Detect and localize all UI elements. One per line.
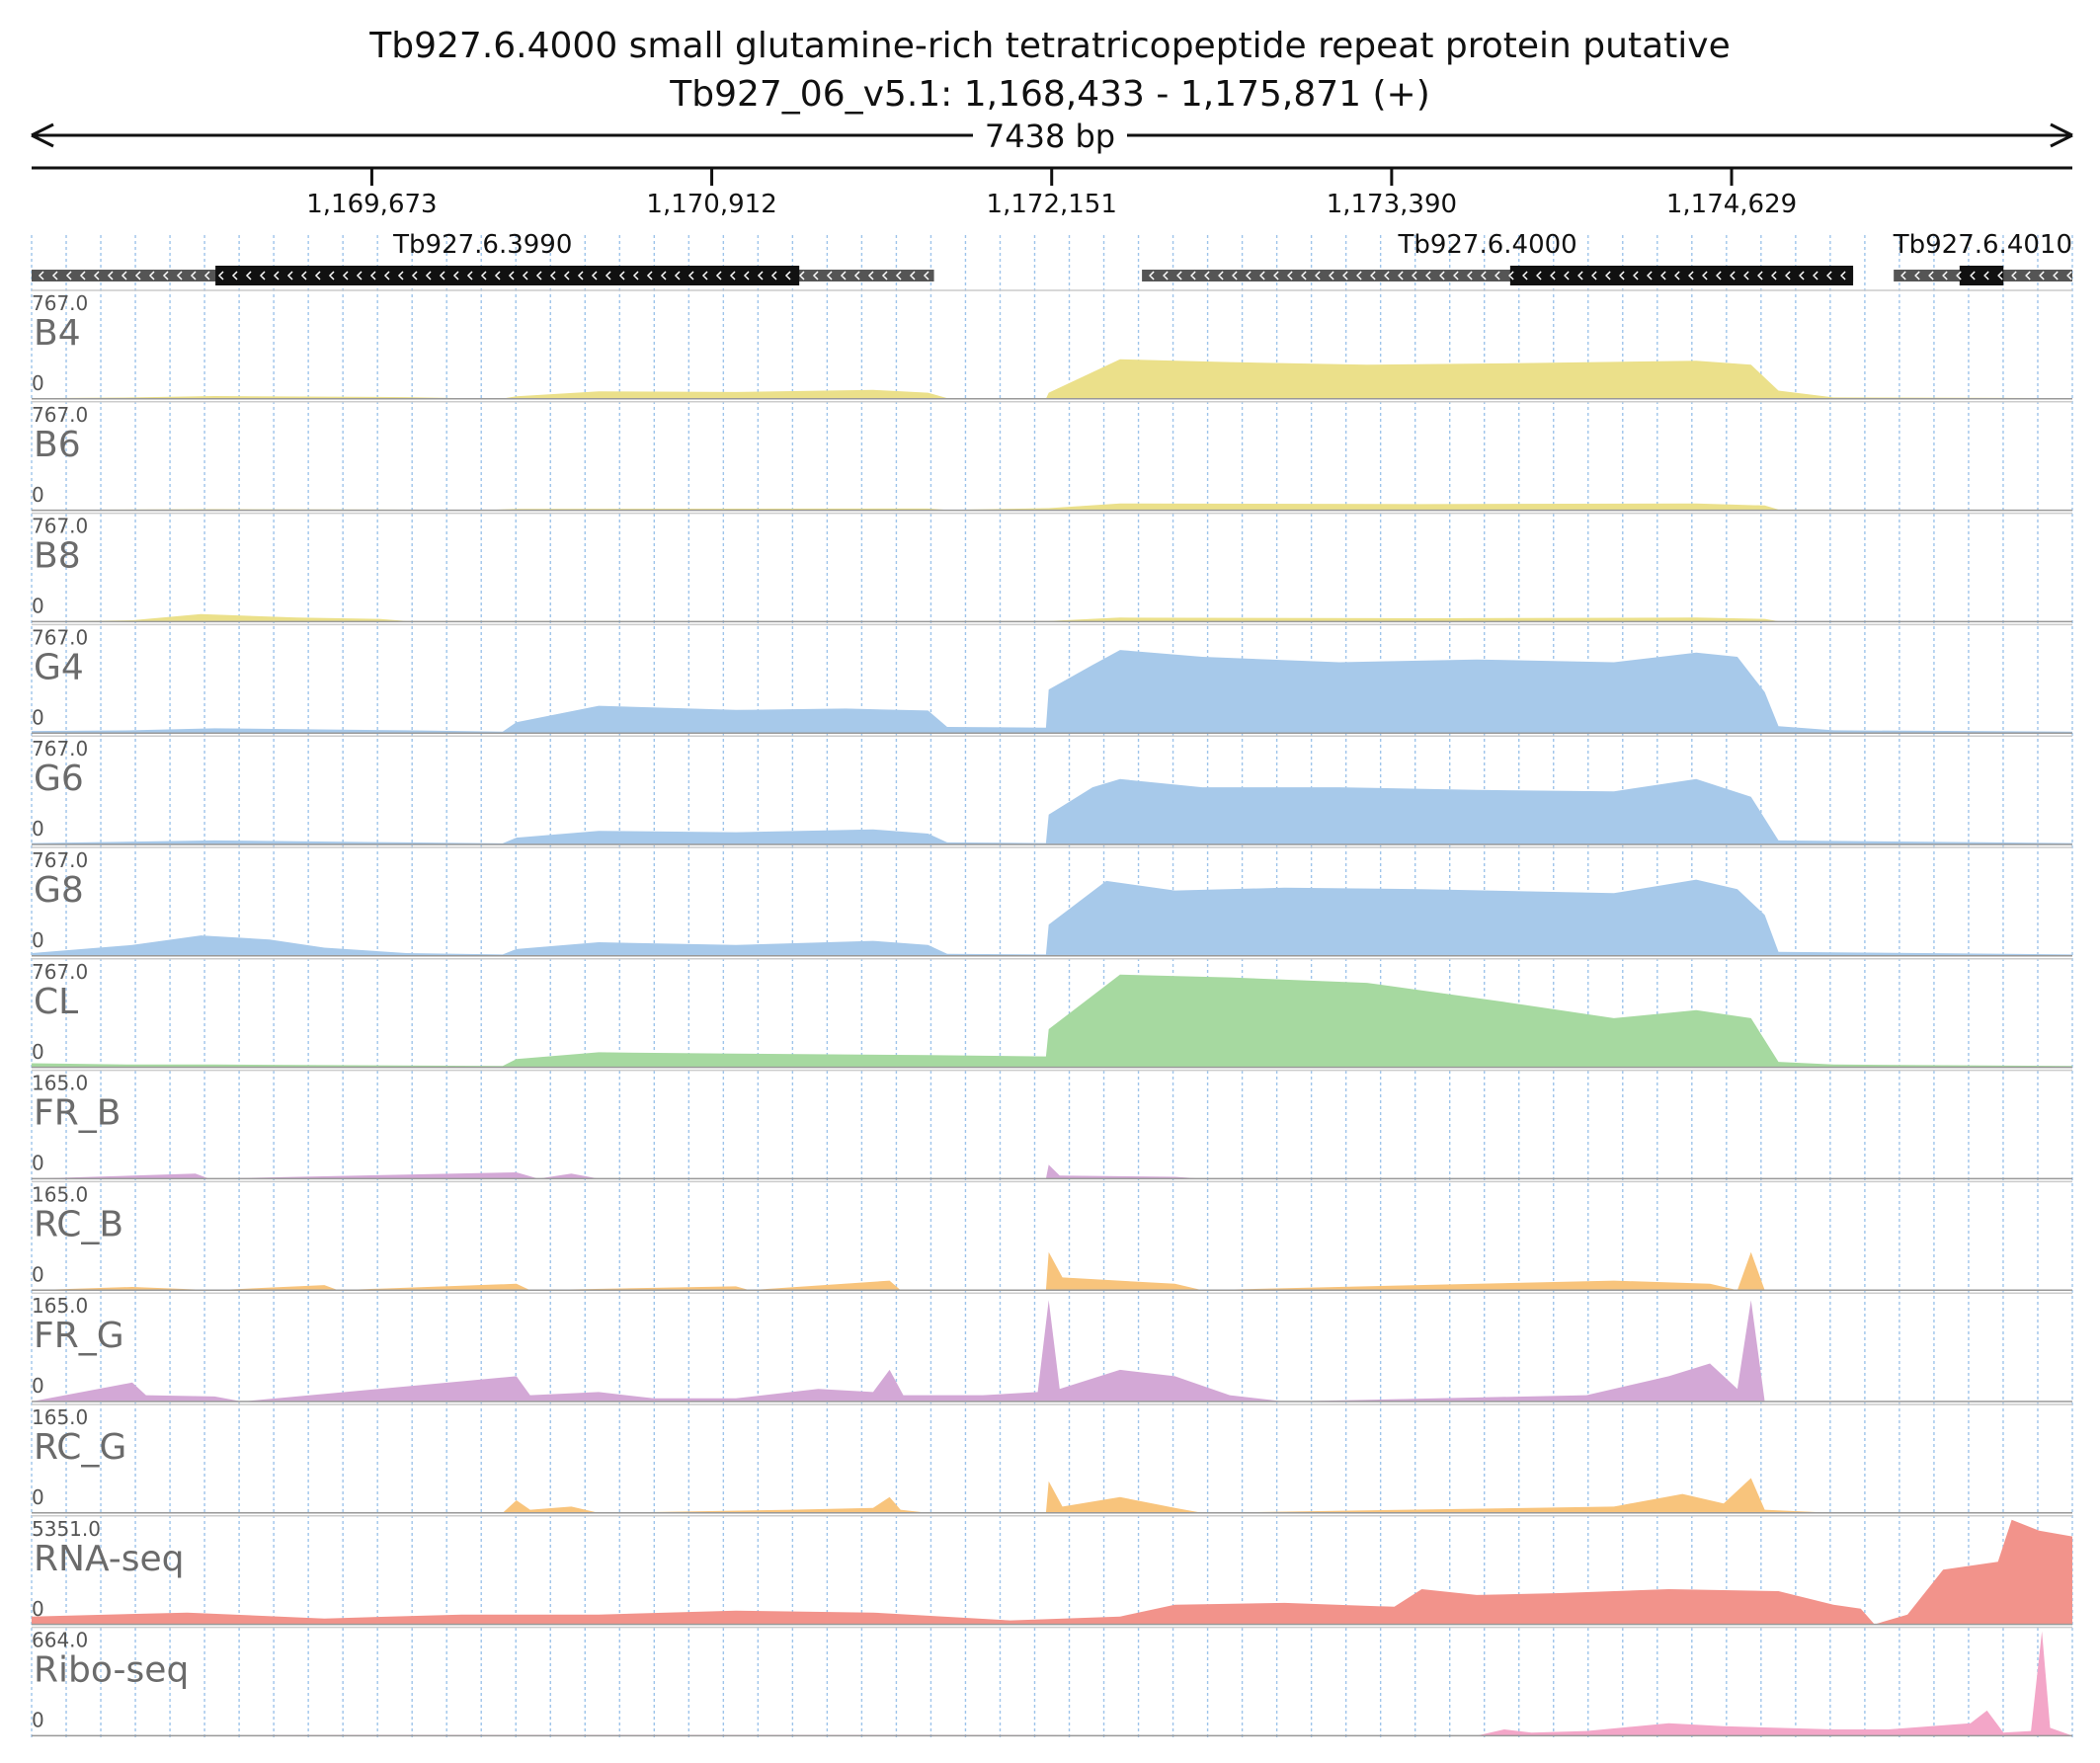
track-rc-g: 165.0RC_G 0 [32, 1403, 2072, 1514]
track-max-label: 165.0 [32, 1294, 88, 1318]
track-cl: 767.0CL 0 [32, 958, 2072, 1069]
track-fr-g: 165.0FR_G 0 [32, 1292, 2072, 1402]
track-b6: 767.0B6 0 [32, 401, 2072, 512]
track-zero-label: 0 [32, 817, 44, 841]
gene-name: Tb927.6.3990 [392, 230, 572, 260]
track-name: G6 [34, 759, 84, 799]
strand-chevron-icon [1900, 271, 2072, 280]
track-g4: 767.0G4 0 [32, 623, 2072, 734]
track-signal-area [32, 778, 2072, 844]
track-zero-label: 0 [32, 1262, 44, 1286]
track-max-label: 767.0 [32, 960, 88, 984]
track-signal-area [32, 1478, 2072, 1513]
track-b8: 767.0B8 0 [32, 512, 2072, 623]
track-max-label: 767.0 [32, 515, 88, 538]
track-zero-label: 0 [32, 1709, 44, 1732]
signal-tracks: 767.0B40767.0B60767.0B80767.0G40767.0G60… [32, 289, 2072, 1737]
span-arrow-right-icon [2050, 122, 2073, 148]
gene-feature[interactable]: Tb927.6.4010 [1893, 230, 2072, 285]
gene-cds [1959, 266, 2004, 285]
track-zero-label: 0 [32, 595, 44, 618]
track-signal-area [32, 1164, 2072, 1179]
track-signal-area [32, 613, 2072, 622]
track-signal-area [32, 650, 2072, 734]
span-ruler: 7438 bp [31, 118, 2073, 155]
track-name: FR_B [34, 1093, 121, 1134]
track-max-label: 767.0 [32, 848, 88, 872]
track-name: RC_G [34, 1427, 126, 1468]
gene-cds [1509, 266, 1854, 285]
track-name: FR_G [34, 1316, 124, 1356]
gene-name: Tb927.6.4010 [1893, 230, 2072, 260]
track-zero-label: 0 [32, 1485, 44, 1509]
track-zero-label: 0 [32, 928, 44, 952]
track-name: RNA-seq [34, 1539, 185, 1579]
track-zero-label: 0 [32, 1040, 44, 1064]
track-max-label: 165.0 [32, 1072, 88, 1095]
track-max-label: 664.0 [32, 1629, 88, 1652]
axis-tick-label: 1,170,912 [646, 190, 776, 219]
axis-tick-label: 1,169,673 [306, 190, 437, 219]
track-name: CL [34, 982, 78, 1022]
strand-chevron-icon [1149, 271, 1846, 280]
track-signal-area [32, 359, 2072, 399]
track-max-label: 165.0 [32, 1405, 88, 1429]
span-arrow-left-icon [31, 122, 54, 148]
track-zero-label: 0 [32, 1374, 44, 1398]
track-name: B6 [34, 425, 81, 465]
track-signal-area [32, 1251, 2072, 1291]
track-signal-area [32, 503, 2072, 511]
track-zero-label: 0 [32, 1597, 44, 1621]
track-zero-label: 0 [32, 371, 44, 395]
locus-title: Tb927_06_v5.1: 1,168,433 - 1,175,871 (+) [669, 74, 1430, 115]
track-b4: 767.0B4 0 [32, 289, 2072, 400]
span-label: 7438 bp [985, 118, 1115, 155]
axis-tick-label: 1,174,629 [1666, 190, 1797, 219]
track-g8: 767.0G8 0 [32, 846, 2072, 957]
track-signal-area [32, 1631, 2072, 1736]
track-name: G4 [34, 647, 84, 687]
track-max-label: 767.0 [32, 403, 88, 427]
track-g6: 767.0G6 0 [32, 735, 2072, 845]
track-fr-b: 165.0FR_B 0 [32, 1069, 2072, 1180]
coordinate-axis: 1,169,673 1,170,912 1,172,151 1,173,390 1,17… [32, 166, 2072, 219]
track-max-label: 5351.0 [32, 1517, 101, 1541]
gene-title: Tb927.6.4000 small glutamine-rich tetrat… [368, 26, 1730, 66]
track-zero-label: 0 [32, 705, 44, 729]
track-name: G8 [34, 870, 84, 911]
track-name: Ribo-seq [34, 1650, 189, 1691]
track-signal-area [32, 1519, 2072, 1625]
axis-tick-label: 1,173,390 [1327, 190, 1457, 219]
track-name: RC_B [34, 1204, 123, 1244]
track-name: B4 [34, 313, 81, 354]
track-max-label: 767.0 [32, 737, 88, 761]
gene-cds [215, 266, 800, 285]
track-max-label: 767.0 [32, 625, 88, 649]
track-signal-area [32, 1300, 2072, 1402]
grid-lines [31, 235, 2073, 1740]
track-max-label: 767.0 [32, 291, 88, 315]
gene-feature[interactable]: Tb927.6.4000 [1142, 230, 1854, 285]
strand-chevron-icon [38, 271, 929, 280]
gene-feature[interactable]: Tb927.6.3990 [32, 230, 934, 285]
track-name: B8 [34, 536, 81, 577]
track-max-label: 165.0 [32, 1182, 88, 1206]
track-rc-b: 165.0RC_B 0 [32, 1180, 2072, 1291]
track-zero-label: 0 [32, 1152, 44, 1175]
gene-annotation-track: Tb927.6.3990 Tb927.6.4000 Tb927.6.4010 [32, 230, 2072, 285]
track-zero-label: 0 [32, 483, 44, 507]
span-label-bg [973, 119, 1127, 154]
axis-tick-label: 1,172,151 [987, 190, 1117, 219]
track-signal-area [32, 974, 2072, 1068]
gene-name: Tb927.6.4000 [1397, 230, 1576, 260]
track-signal-area [32, 879, 2072, 956]
